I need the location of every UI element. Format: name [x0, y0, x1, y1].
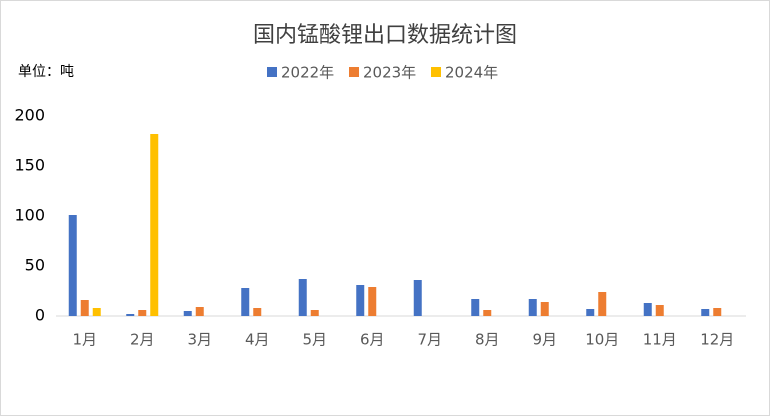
bar [643, 303, 652, 316]
x-tick-label: 10月 [585, 331, 619, 349]
bar [126, 314, 135, 316]
bar [528, 299, 537, 316]
x-tick-label: 6月 [360, 331, 385, 349]
bar [92, 308, 101, 316]
bar [356, 285, 365, 316]
x-tick-label: 2月 [130, 331, 155, 349]
x-tick-label: 12月 [700, 331, 734, 349]
x-tick-label: 8月 [475, 331, 500, 349]
bar [586, 309, 595, 316]
y-tick-label: 0 [35, 306, 45, 325]
x-tick-label: 4月 [245, 331, 270, 349]
bar [80, 300, 89, 316]
legend-swatch [349, 67, 359, 77]
bar [195, 307, 204, 316]
bar [655, 305, 664, 316]
bar [471, 299, 480, 316]
bar [701, 309, 710, 316]
y-tick-label: 50 [25, 256, 45, 275]
bar [68, 215, 77, 316]
legend-swatch [267, 67, 277, 77]
bar [368, 287, 377, 316]
legend-swatch [431, 67, 441, 77]
y-axis-label: 单位：吨 [18, 64, 74, 80]
bar [253, 308, 262, 316]
bar [241, 288, 250, 316]
legend-label: 2022年 [281, 64, 334, 82]
bar [598, 292, 607, 316]
x-tick-label: 1月 [72, 331, 97, 349]
y-tick-label: 150 [14, 156, 45, 175]
bar [483, 310, 492, 316]
bar [150, 134, 159, 316]
bar [413, 280, 422, 316]
legend-label: 2023年 [363, 64, 416, 82]
bar [183, 311, 192, 316]
legend-label: 2024年 [445, 64, 498, 82]
bar [298, 279, 307, 316]
x-tick-label: 5月 [302, 331, 327, 349]
x-tick-label: 11月 [643, 331, 677, 349]
bar [540, 302, 549, 316]
chart-title: 国内锰酸锂出口数据统计图 [253, 23, 517, 48]
x-tick-label: 9月 [532, 331, 557, 349]
x-tick-label: 7月 [417, 331, 442, 349]
bar [713, 308, 722, 316]
y-tick-label: 100 [14, 206, 45, 225]
y-tick-label: 200 [14, 106, 45, 125]
x-tick-label: 3月 [187, 331, 212, 349]
bar [310, 310, 319, 316]
bar [138, 310, 147, 316]
